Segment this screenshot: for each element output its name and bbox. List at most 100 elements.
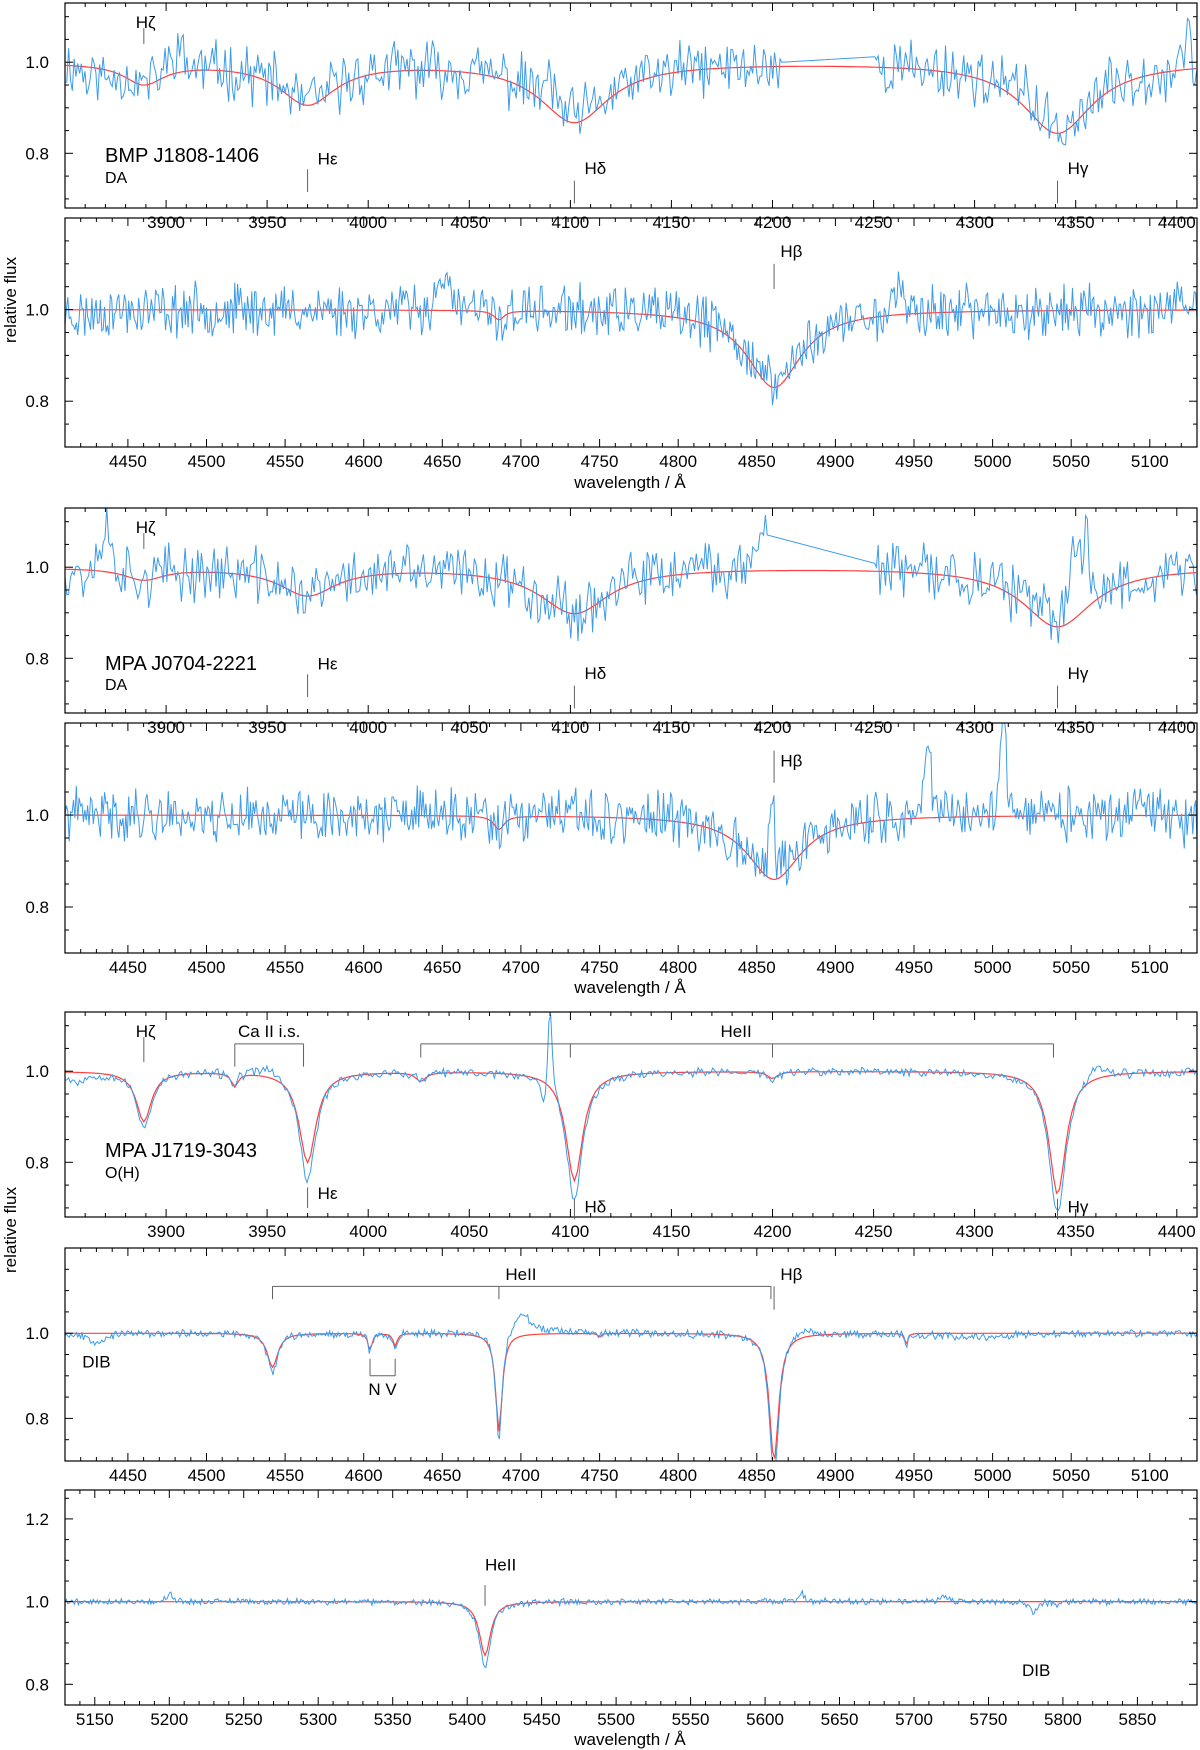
x-tick-label: 5150 — [76, 1710, 114, 1729]
model-spectrum — [65, 568, 1197, 628]
spectrum-panel-6: 4450 4500 4550 4600 4650 4700 4750 4800 4850 4900… — [25, 1247, 1198, 1485]
plot-area — [65, 508, 1197, 644]
dib-label: DIB — [82, 1352, 110, 1371]
line-label: Ca II i.s. — [238, 1022, 300, 1041]
plot-area — [65, 271, 1197, 406]
model-spectrum — [65, 1600, 1196, 1657]
x-tick-label: 4600 — [345, 452, 383, 471]
x-tick-label: 5550 — [672, 1710, 710, 1729]
x-tick-label: 4100 — [551, 213, 589, 232]
model-spectrum — [65, 309, 1197, 389]
plot-area — [65, 16, 1197, 146]
x-tick-label: 3900 — [147, 1222, 185, 1241]
x-tick-label: 4550 — [266, 452, 304, 471]
spectral-type: DA — [105, 677, 128, 694]
x-tick-label: 4000 — [349, 1222, 387, 1241]
observed-spectrum — [65, 723, 1197, 886]
line-label: HeII — [721, 1022, 752, 1041]
x-axis-label-top: wavelength / Å — [573, 473, 686, 492]
x-tick-label: 5400 — [448, 1710, 486, 1729]
y-tick-label: 1.0 — [25, 301, 49, 320]
line-label: Hζ — [136, 13, 156, 32]
x-tick-label: 5100 — [1131, 958, 1169, 977]
x-tick-label: 4600 — [345, 958, 383, 977]
line-label: HeII — [485, 1556, 516, 1575]
model-spectrum — [65, 814, 1197, 881]
x-tick-label: 4150 — [653, 718, 691, 737]
x-tick-label: 5000 — [974, 452, 1012, 471]
x-tick-label: 4100 — [551, 1222, 589, 1241]
y-axis-label-top: relative flux — [1, 257, 20, 343]
x-tick-label: 4800 — [659, 452, 697, 471]
line-label: Hγ — [1068, 664, 1089, 683]
y-tick-label: 0.8 — [25, 1675, 49, 1694]
x-tick-label: 4900 — [816, 1466, 854, 1485]
line-label: Hβ — [780, 242, 802, 261]
x-tick-label: 4700 — [502, 958, 540, 977]
y-tick-label: 1.0 — [25, 806, 49, 825]
spectral-type: DA — [105, 170, 128, 187]
x-tick-label: 4450 — [109, 958, 147, 977]
x-tick-label: 4200 — [754, 213, 792, 232]
line-label: Hδ — [585, 664, 607, 683]
x-tick-label: 4950 — [895, 958, 933, 977]
plot-frame — [64, 1247, 1198, 1462]
x-tick-label: 3900 — [147, 718, 185, 737]
y-tick-label: 1.0 — [25, 1324, 49, 1343]
y-tick-label: 0.8 — [25, 898, 49, 917]
y-tick-label: 1.2 — [25, 1510, 49, 1529]
x-tick-label: 5000 — [974, 958, 1012, 977]
x-tick-label: 4650 — [423, 452, 461, 471]
plot-area — [65, 1589, 1197, 1669]
x-tick-label: 4050 — [450, 213, 488, 232]
x-tick-label: 4400 — [1158, 213, 1196, 232]
x-tick-label: 4000 — [349, 718, 387, 737]
x-tick-label: 4100 — [551, 718, 589, 737]
x-tick-label: 4850 — [738, 1466, 776, 1485]
x-tick-label: 4150 — [653, 213, 691, 232]
line-label: N V — [368, 1380, 397, 1399]
plot-area — [65, 1313, 1197, 1461]
observed-spectrum — [65, 1313, 1197, 1461]
spectrum-panel-3: 3900 3950 4000 4050 4100 4150 4200 4250 4300 4350… — [25, 507, 1198, 737]
x-tick-label: 4200 — [754, 718, 792, 737]
x-tick-label: 4650 — [423, 1466, 461, 1485]
x-tick-label: 4750 — [581, 958, 619, 977]
x-tick-label: 5650 — [821, 1710, 859, 1729]
x-tick-label: 5250 — [225, 1710, 263, 1729]
star-name: BMP J1808-1406 — [105, 145, 259, 167]
x-tick-label: 4450 — [109, 452, 147, 471]
x-tick-label: 3950 — [248, 213, 286, 232]
x-tick-label: 4300 — [956, 213, 994, 232]
x-tick-label: 4250 — [855, 1222, 893, 1241]
plot-frame — [64, 722, 1198, 954]
x-tick-label: 4650 — [423, 958, 461, 977]
y-tick-label: 0.8 — [25, 649, 49, 668]
plot-area — [65, 1014, 1197, 1212]
x-tick-label: 5350 — [374, 1710, 412, 1729]
x-tick-label: 5700 — [895, 1710, 933, 1729]
line-label: Hε — [318, 655, 338, 674]
y-tick-label: 1.0 — [25, 1062, 49, 1081]
x-tick-label: 4900 — [816, 958, 854, 977]
spectrum-panel-2: 4450 4500 4550 4600 4650 4700 4750 4800 4850 4900… — [25, 217, 1198, 471]
plot-frame — [64, 507, 1198, 714]
x-tick-label: 4950 — [895, 1466, 933, 1485]
line-label: Hε — [318, 150, 338, 169]
plot-area — [65, 723, 1197, 886]
spectrum-panel-5: 3900 3950 4000 4050 4100 4150 4200 4250 4300 4350… — [25, 1011, 1198, 1241]
x-tick-label: 5050 — [1052, 1466, 1090, 1485]
x-tick-label: 4500 — [188, 958, 226, 977]
spectrum-panel-7: 5150 5200 5250 5300 5350 5400 5450 5500 5550 5600… — [25, 1489, 1198, 1729]
spectrum-panel-4: 4450 4500 4550 4600 4650 4700 4750 4800 4850 4900… — [25, 722, 1198, 977]
line-label: Hδ — [585, 159, 607, 178]
line-label: Hε — [318, 1184, 338, 1203]
y-tick-label: 1.0 — [25, 53, 49, 72]
x-axis-label-middle: wavelength / Å — [573, 978, 686, 997]
x-tick-label: 5500 — [597, 1710, 635, 1729]
y-tick-label: 1.0 — [25, 558, 49, 577]
x-tick-label: 5050 — [1052, 958, 1090, 977]
line-label: Hγ — [1068, 159, 1089, 178]
x-tick-label: 3900 — [147, 213, 185, 232]
line-label: Hγ — [1068, 1197, 1089, 1216]
